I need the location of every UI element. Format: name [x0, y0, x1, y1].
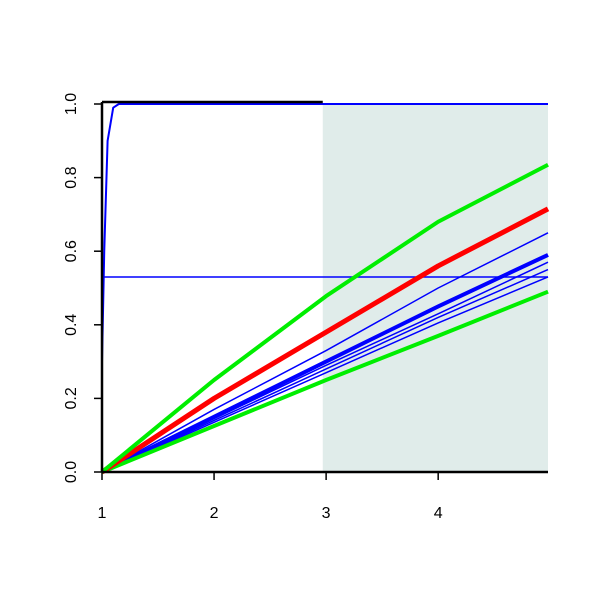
shaded-region — [322, 104, 548, 472]
series-line — [101, 268, 549, 473]
series-line — [101, 253, 549, 474]
series-line — [101, 289, 549, 474]
series-line — [101, 276, 549, 473]
x-tick-label: 4 — [434, 505, 443, 522]
y-tick-label: 0.6 — [63, 240, 80, 262]
y-tick-label: 1.0 — [63, 93, 80, 115]
y-tick-label: 0.0 — [63, 461, 80, 483]
x-tick-label: 2 — [210, 505, 219, 522]
series-line — [101, 103, 548, 362]
x-tick-label: 3 — [322, 505, 331, 522]
series-line — [100, 206, 550, 475]
series-line — [101, 232, 549, 473]
y-tick-label: 0.8 — [63, 166, 80, 188]
x-tick-label: 1 — [98, 505, 107, 522]
series-line — [100, 162, 549, 474]
y-tick-label: 0.2 — [63, 387, 80, 409]
y-tick-label: 0.4 — [63, 314, 80, 336]
